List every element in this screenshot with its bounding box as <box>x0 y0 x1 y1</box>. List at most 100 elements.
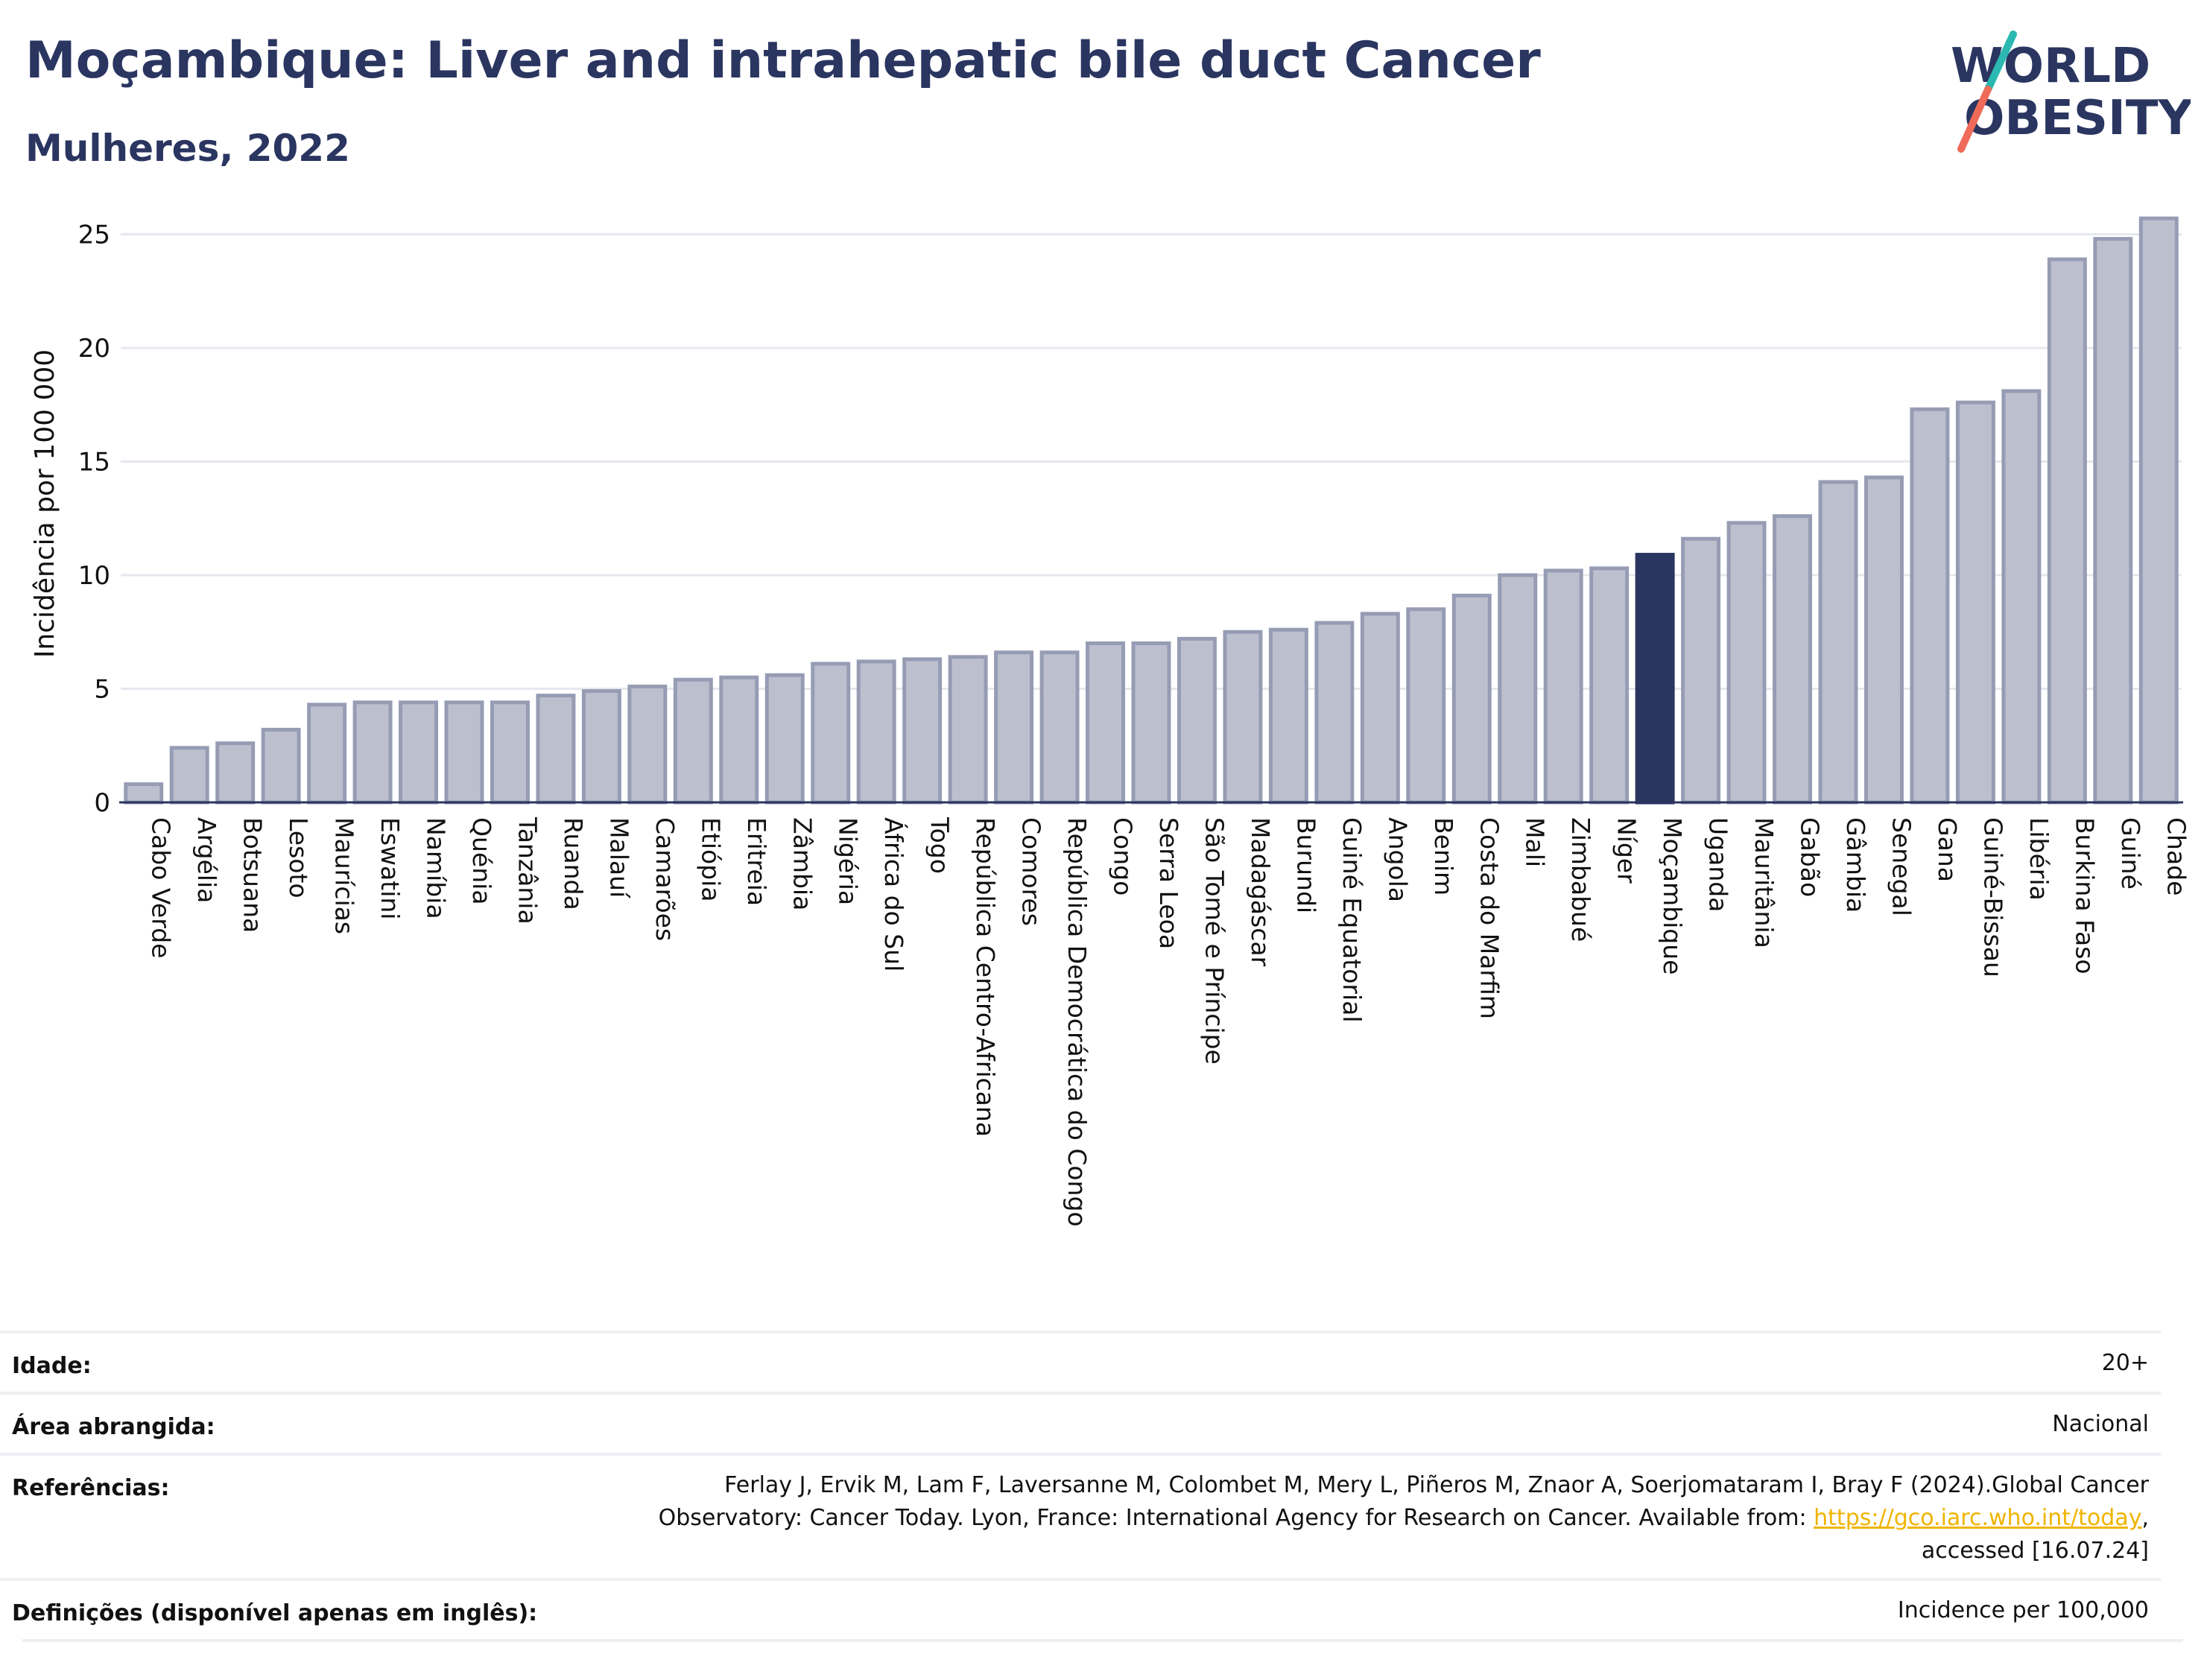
bar <box>1086 641 1126 805</box>
bars <box>124 216 2179 805</box>
x-tick-label: Cabo Verde <box>147 817 176 958</box>
info-bottom-border <box>22 1639 2183 1642</box>
reference-line-3: accessed [16.07.24] <box>1921 1538 2149 1564</box>
bar <box>994 650 1034 805</box>
x-tick-label: Burundi <box>1291 817 1320 913</box>
reference-line-2: Observatory: Cancer Today. Lyon, France:… <box>659 1502 2149 1535</box>
bar <box>536 694 576 805</box>
bar <box>627 684 668 805</box>
bar <box>444 700 484 805</box>
bar <box>1360 612 1400 805</box>
x-tick-label: Botsuana <box>238 817 267 933</box>
chart-subtitle: Mulheres, 2022 <box>25 127 350 170</box>
reference-link[interactable]: https://gco.iarc.who.int/today <box>1814 1505 2142 1531</box>
x-tick-label: Zimbabué <box>1566 817 1595 942</box>
x-tick-label: Argélia <box>192 817 221 903</box>
bar <box>673 677 713 805</box>
x-tick-label: Ruanda <box>559 817 588 910</box>
x-tick-label: Quénia <box>467 817 496 905</box>
x-tick-label: Burkina Faso <box>2070 817 2099 974</box>
y-axis-ticks: 0 5 10 15 20 25 <box>78 221 110 819</box>
y-tick-label: 0 <box>94 788 110 818</box>
age-label: Idade: <box>12 1353 92 1379</box>
bar <box>902 657 943 805</box>
bar <box>948 655 988 805</box>
info-row-definitions: Definições (disponível apenas em inglês)… <box>0 1578 2161 1642</box>
bar <box>811 662 851 805</box>
bar <box>2093 237 2133 805</box>
x-tick-label: Tanzânia <box>513 817 542 925</box>
logo-slash-bottom <box>1957 86 1992 153</box>
bar <box>1314 621 1355 805</box>
bar <box>1131 641 1171 805</box>
x-tick-label: Chade <box>2162 817 2191 896</box>
x-tick-label: Guiné <box>2116 817 2145 890</box>
x-tick-label: República Democrática do Congo <box>1063 817 1092 1227</box>
x-tick-label: Níger <box>1612 817 1641 884</box>
bar <box>856 659 896 805</box>
x-tick-label: Zâmbia <box>788 817 817 910</box>
reference-comma: , <box>2141 1505 2149 1531</box>
x-tick-label: Lesoto <box>284 817 313 898</box>
x-tick-label: Angola <box>1383 817 1412 902</box>
bar <box>1726 521 1767 805</box>
x-tick-label: Congo <box>1109 817 1138 896</box>
x-tick-label: São Tomé e Príncipe <box>1200 817 1229 1065</box>
bar <box>261 727 301 805</box>
world-obesity-logo: WORLD OBESITY <box>1951 31 2191 153</box>
age-value: 20+ <box>2101 1350 2149 1376</box>
bar-highlighted <box>1635 553 1675 805</box>
bar-chart: 0 5 10 15 20 25 Cabo Verde Argélia Botsuana Leso… <box>30 216 2191 1227</box>
references-label: Referências: <box>12 1475 170 1501</box>
bar <box>1223 630 1263 805</box>
bar <box>352 700 393 805</box>
x-tick-label: Namíbia <box>422 817 451 919</box>
y-tick-label: 25 <box>78 221 110 250</box>
bar <box>1451 593 1492 805</box>
x-tick-label: Uganda <box>1704 817 1733 912</box>
bar <box>399 700 439 805</box>
reference-text: Observatory: Cancer Today. Lyon, France:… <box>658 1505 1814 1531</box>
bar <box>1406 607 1446 805</box>
bar <box>2001 389 2042 805</box>
x-tick-label: Malauí <box>604 817 633 899</box>
bar <box>581 689 621 805</box>
bar <box>215 741 256 805</box>
y-axis-label: Incidência por 100 000 <box>30 349 60 658</box>
bar <box>490 700 530 805</box>
bar <box>2047 257 2087 805</box>
x-tick-label: Libéria <box>2024 817 2053 901</box>
x-tick-label: Maurícias <box>330 817 359 934</box>
bar <box>124 782 164 805</box>
bar <box>1910 407 1950 805</box>
x-tick-label: Guiné Equatorial <box>1337 817 1367 1023</box>
logo-slash-top <box>1984 31 2017 93</box>
bar <box>764 673 805 805</box>
bar <box>1543 568 1583 805</box>
x-tick-label: Senegal <box>1887 817 1916 916</box>
bar <box>1681 536 1721 805</box>
y-tick-label: 5 <box>94 675 110 705</box>
logo-line2: OBESITY <box>1964 91 2191 146</box>
area-value: Nacional <box>2052 1411 2149 1437</box>
x-tick-label: Eswatini <box>376 817 405 919</box>
info-row-area: Área abrangida: Nacional <box>0 1392 2161 1456</box>
x-tick-label: Etiópia <box>696 817 725 902</box>
x-tick-label: Camarões <box>650 817 680 941</box>
bar <box>169 746 209 805</box>
bar <box>1177 636 1217 805</box>
y-tick-label: 15 <box>78 448 110 478</box>
x-tick-label: Gana <box>1933 817 1962 882</box>
bar <box>1818 480 1858 805</box>
x-tick-label: Eritreia <box>742 817 771 906</box>
bar <box>2138 216 2179 805</box>
x-tick-label: Madagáscar <box>1246 817 1275 967</box>
reference-line-1: Ferlay J, Ervik M, Lam F, Laversanne M, … <box>724 1472 2149 1498</box>
bar <box>1773 514 1813 805</box>
info-row-age: Idade: 20+ <box>0 1331 2161 1395</box>
x-tick-label: Mali <box>1521 817 1550 867</box>
definitions-value: Incidence per 100,000 <box>1897 1597 2149 1623</box>
bar <box>307 703 347 805</box>
bar <box>1955 400 1995 805</box>
chart-title: Moçambique: Liver and intrahepatic bile … <box>25 31 1541 90</box>
